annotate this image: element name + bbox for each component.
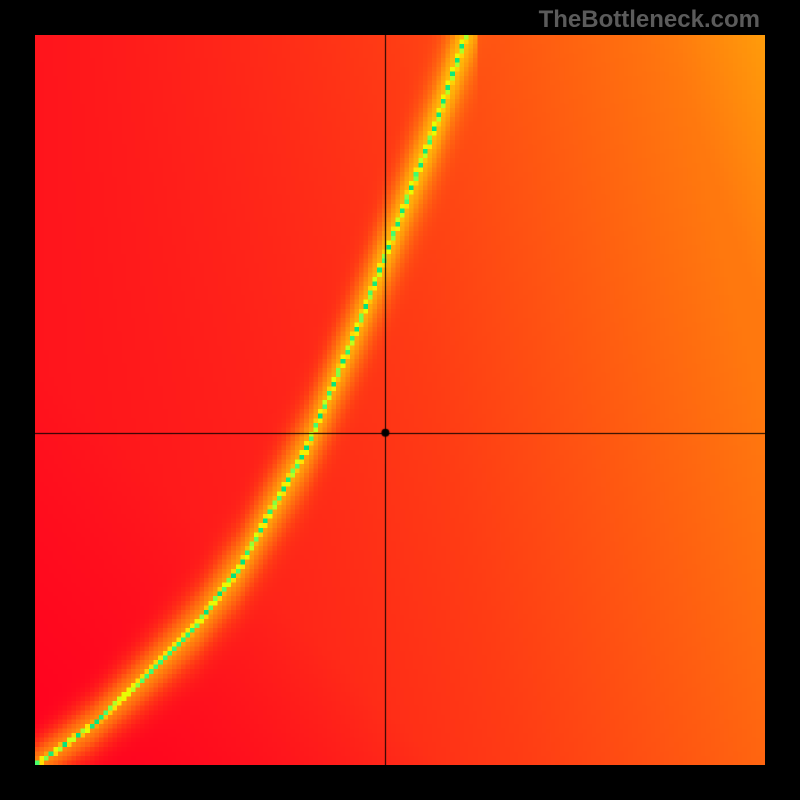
chart-container: TheBottleneck.com <box>0 0 800 800</box>
watermark-text: TheBottleneck.com <box>539 6 760 34</box>
crosshair-overlay <box>35 35 765 765</box>
